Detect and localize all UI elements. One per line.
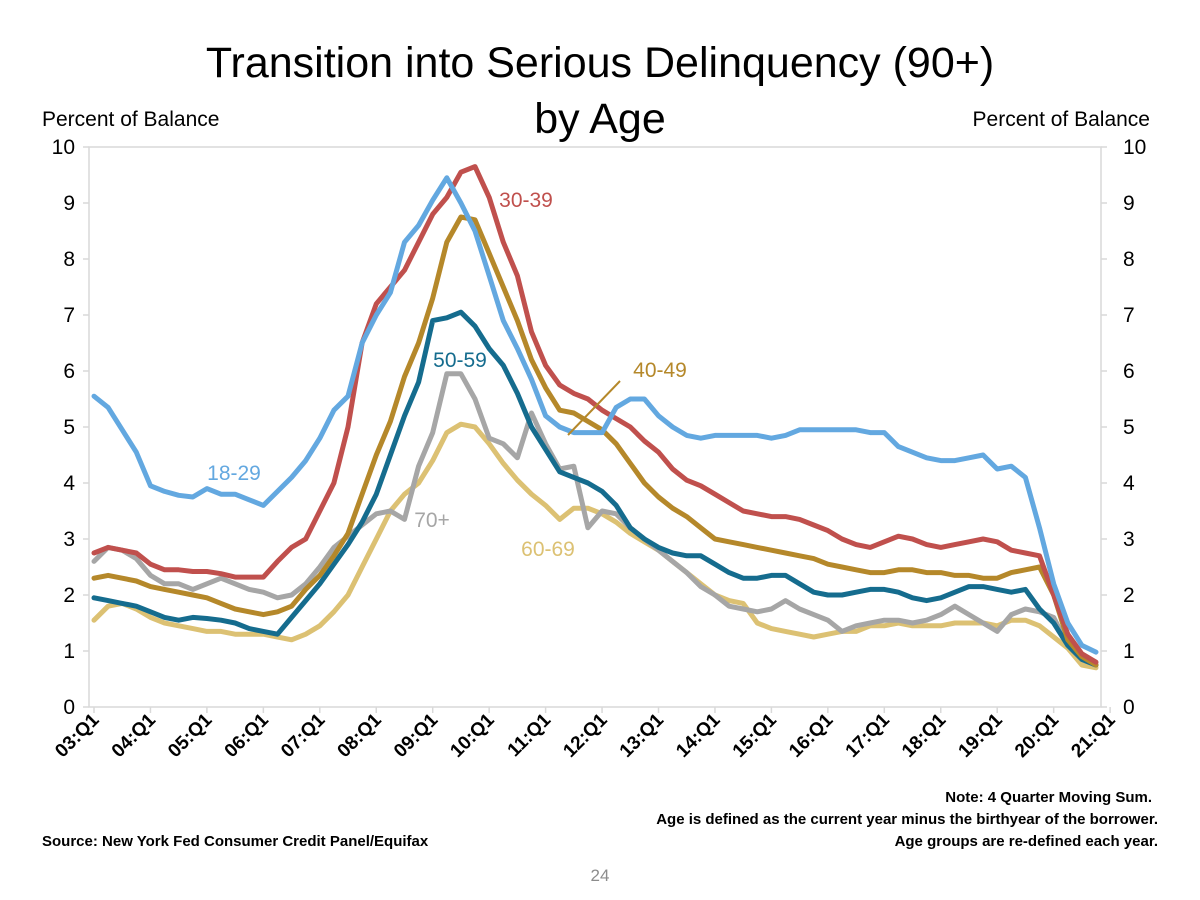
y-tick-label-right: 7 bbox=[1123, 304, 1135, 327]
note-age-groups: Age groups are re-defined each year. bbox=[894, 833, 1158, 850]
y-tick-label-right: 0 bbox=[1123, 696, 1135, 719]
y-tick-label-left: 9 bbox=[63, 192, 75, 215]
series-labels: 18-29 30-39 40-49 50-59 60-69 70+ bbox=[207, 189, 687, 561]
y-tick-label-right: 6 bbox=[1123, 360, 1135, 383]
y-tick-label-right: 3 bbox=[1123, 528, 1135, 551]
series-line-18-29 bbox=[91, 175, 1099, 655]
y-tick-label-left: 8 bbox=[63, 248, 75, 271]
note-moving-sum: Note: 4 Quarter Moving Sum. bbox=[945, 789, 1152, 806]
x-tick-label: 19:Q1 bbox=[955, 709, 1007, 761]
x-tick-label: 09:Q1 bbox=[390, 709, 442, 761]
y-tick-label-left: 5 bbox=[63, 416, 75, 439]
x-tick-label: 15:Q1 bbox=[729, 709, 781, 761]
x-tick-label: 11:Q1 bbox=[504, 709, 556, 761]
series-label-50-59: 50-59 bbox=[433, 349, 487, 372]
x-tick-label: 06:Q1 bbox=[221, 709, 273, 761]
y-tick-label-right: 2 bbox=[1123, 584, 1135, 607]
x-tick-label: 13:Q1 bbox=[616, 709, 668, 761]
x-tick-label: 10:Q1 bbox=[446, 709, 498, 761]
series-line-60-69 bbox=[91, 421, 1099, 671]
x-tick-label: 12:Q1 bbox=[559, 709, 611, 761]
x-tick-label: 18:Q1 bbox=[898, 709, 950, 761]
x-tick-label: 16:Q1 bbox=[785, 709, 837, 761]
x-ticks: 03:Q1 04:Q1 05:Q1 06:Q1 07:Q1 08:Q1 09:Q1 10:Q1… bbox=[51, 707, 1120, 762]
x-tick-label: 17:Q1 bbox=[842, 709, 894, 761]
y-tick-label-right: 8 bbox=[1123, 248, 1135, 271]
series-label-18-29: 18-29 bbox=[207, 462, 261, 485]
y-tick-label-right: 9 bbox=[1123, 192, 1135, 215]
label-leader-40-49 bbox=[567, 380, 621, 436]
series-line-30-39 bbox=[91, 164, 1099, 665]
note-age-definition: Age is defined as the current year minus… bbox=[656, 811, 1158, 828]
y-axis-label-left: Percent of Balance bbox=[42, 108, 220, 131]
series-group bbox=[91, 164, 1099, 671]
y-ticks-left: 0 1 2 3 4 5 6 7 8 9 10 bbox=[52, 136, 89, 719]
series-label-60-69: 60-69 bbox=[521, 538, 575, 561]
y-tick-label-left: 10 bbox=[52, 136, 75, 159]
x-tick-label: 21:Q1 bbox=[1067, 709, 1119, 761]
x-tick-label: 08:Q1 bbox=[334, 709, 386, 761]
x-tick-label: 20:Q1 bbox=[1011, 709, 1063, 761]
page-number: 24 bbox=[590, 866, 610, 885]
y-tick-label-left: 1 bbox=[63, 640, 75, 663]
y-tick-label-right: 10 bbox=[1123, 136, 1146, 159]
y-tick-label-left: 4 bbox=[63, 472, 75, 495]
y-tick-label-right: 5 bbox=[1123, 416, 1135, 439]
series-label-30-39: 30-39 bbox=[499, 189, 553, 212]
x-tick-label: 05:Q1 bbox=[164, 709, 216, 761]
source-note: Source: New York Fed Consumer Credit Pan… bbox=[42, 833, 429, 850]
x-tick-label: 14:Q1 bbox=[672, 709, 724, 761]
series-label-40-49: 40-49 bbox=[633, 359, 687, 382]
y-ticks-right: 0 1 2 3 4 5 6 7 8 9 10 bbox=[1101, 136, 1146, 719]
x-tick-label: 03:Q1 bbox=[51, 709, 103, 761]
y-tick-label-left: 7 bbox=[63, 304, 75, 327]
y-axis-label-right: Percent of Balance bbox=[972, 108, 1150, 131]
y-tick-label-right: 1 bbox=[1123, 640, 1135, 663]
x-tick-label: 07:Q1 bbox=[277, 709, 329, 761]
y-tick-label-right: 4 bbox=[1123, 472, 1135, 495]
series-line-70+ bbox=[91, 371, 1099, 668]
y-tick-label-left: 3 bbox=[63, 528, 75, 551]
y-tick-label-left: 6 bbox=[63, 360, 75, 383]
series-line-50-59 bbox=[91, 309, 1099, 668]
series-line-40-49 bbox=[91, 214, 1099, 668]
series-label-70+: 70+ bbox=[414, 509, 450, 532]
chart-title-line-2: by Age bbox=[534, 95, 666, 143]
chart-title: Transition into Serious Delinquency (90+… bbox=[205, 39, 995, 87]
x-tick-label: 04:Q1 bbox=[108, 709, 160, 761]
y-tick-label-left: 2 bbox=[63, 584, 75, 607]
y-tick-label-left: 0 bbox=[63, 696, 75, 719]
